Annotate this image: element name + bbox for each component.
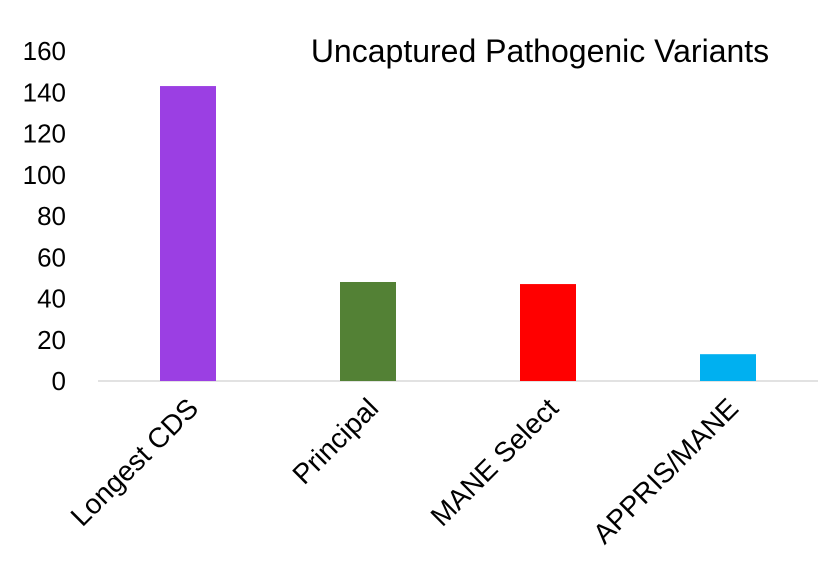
- x-category-label: MANE Select: [425, 392, 565, 532]
- x-category-label: Principal: [286, 392, 384, 490]
- x-category-label: APPRIS/MANE: [587, 392, 744, 549]
- y-tick-label: 140: [23, 77, 66, 107]
- y-axis-tick-labels: 0 20 40 60 80 100 120 140 160: [23, 36, 66, 396]
- x-axis-category-labels: Longest CDS Principal MANE Select APPRIS/MA…: [65, 392, 745, 549]
- bar-longest-cds: [160, 86, 216, 381]
- y-tick-label: 0: [52, 366, 66, 396]
- y-tick-label: 160: [23, 36, 66, 66]
- y-tick-label: 120: [23, 119, 66, 149]
- y-tick-label: 60: [37, 242, 66, 272]
- bar-mane-select: [520, 284, 576, 381]
- bar-appris-mane: [700, 354, 756, 381]
- x-category-label: Longest CDS: [65, 392, 205, 532]
- y-tick-label: 40: [37, 284, 66, 314]
- bars-group: [160, 86, 756, 381]
- chart-title: Uncaptured Pathogenic Variants: [311, 33, 769, 69]
- y-tick-label: 20: [37, 325, 66, 355]
- y-tick-label: 80: [37, 201, 66, 231]
- bar-principal: [340, 282, 396, 381]
- y-tick-label: 100: [23, 160, 66, 190]
